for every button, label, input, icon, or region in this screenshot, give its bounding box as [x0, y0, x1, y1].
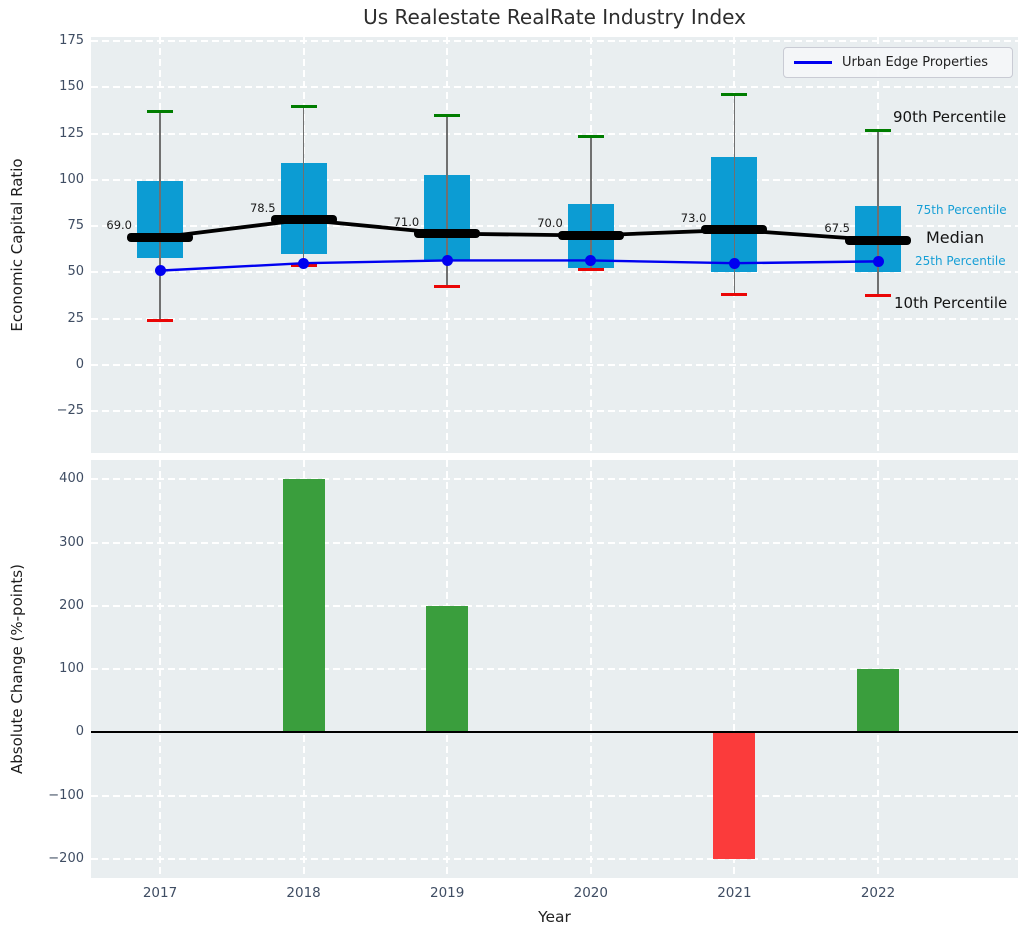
gridline — [91, 317, 1018, 320]
whisker-2020 — [590, 136, 592, 270]
gridline — [877, 460, 879, 878]
gridline — [91, 86, 1018, 89]
gridline — [91, 410, 1018, 413]
median-annotation-2021: 73.0 — [680, 210, 707, 225]
whisker-2019 — [446, 115, 448, 287]
urban-edge-marker-2022 — [872, 255, 884, 267]
legend-line-sample-icon — [794, 61, 832, 64]
median-annotation-2020: 70.0 — [537, 216, 563, 231]
y-tick-label: −25 — [56, 403, 84, 419]
y-tick-label: 175 — [59, 33, 84, 49]
cap-90th-2021 — [721, 93, 748, 97]
bar-2019 — [426, 605, 469, 733]
y-tick-label: −200 — [48, 851, 84, 866]
bar-2022 — [857, 669, 899, 733]
x-tick-label: 2019 — [430, 885, 465, 901]
bar-2018 — [282, 479, 325, 733]
median-segment-2019 — [414, 229, 481, 239]
y-tick-label: 300 — [59, 534, 84, 550]
legend-label: Urban Edge Properties — [842, 55, 988, 70]
y-tick-label: 400 — [59, 471, 84, 487]
gridline — [733, 460, 736, 878]
gridline — [91, 178, 1018, 181]
y-tick-label: 100 — [59, 171, 84, 187]
cap-10th-2019 — [434, 284, 461, 288]
whisker-2018 — [302, 106, 305, 266]
cap-10th-2017 — [147, 319, 173, 323]
median-segment-2017 — [127, 232, 193, 242]
cap-90th-2019 — [434, 113, 461, 117]
side-label-median: Median — [926, 228, 985, 248]
y-tick-label: 25 — [67, 310, 84, 326]
zero-axis-line — [91, 731, 1018, 734]
median-segment-2020 — [557, 230, 624, 240]
x-tick-label: 2022 — [860, 885, 896, 901]
cap-90th-2017 — [147, 110, 173, 114]
median-segment-2021 — [701, 225, 768, 235]
urban-edge-marker-2017 — [154, 265, 166, 277]
gridline — [91, 858, 1018, 860]
chart-title: Us Realestate RealRate Industry Index — [363, 5, 746, 29]
side-label-25th-percentile: 25th Percentile — [915, 254, 1006, 269]
gridline — [91, 604, 1018, 607]
x-axis-label: Year — [538, 908, 571, 926]
y-tick-label: 0 — [75, 724, 84, 740]
cap-10th-2020 — [577, 268, 604, 272]
y-tick-label: 75 — [67, 218, 84, 234]
y-tick-label: 100 — [59, 661, 84, 677]
legend: Urban Edge Properties — [783, 47, 1013, 78]
urban-edge-marker-2018 — [298, 257, 310, 269]
side-label-90th-percentile: 90th Percentile — [893, 108, 1007, 127]
whisker-2022 — [877, 130, 879, 296]
x-tick-label: 2021 — [717, 885, 752, 901]
median-annotation-2018: 78.5 — [249, 200, 276, 215]
gridline — [91, 40, 1018, 43]
median-annotation-2022: 67.5 — [824, 221, 850, 236]
cap-90th-2020 — [577, 135, 604, 138]
gridline — [91, 794, 1018, 797]
cap-90th-2018 — [290, 105, 317, 109]
bar-2021 — [713, 732, 756, 859]
urban-edge-marker-2019 — [441, 254, 453, 266]
y-tick-label: 0 — [75, 356, 84, 372]
gridline — [91, 132, 1018, 135]
side-label-10th-percentile: 10th Percentile — [894, 294, 1008, 313]
median-annotation-2019: 71.0 — [393, 214, 420, 229]
gridline — [589, 460, 592, 878]
gridline — [159, 460, 161, 878]
gridline — [91, 668, 1018, 671]
y-tick-label: 50 — [67, 264, 84, 280]
whisker-2017 — [159, 111, 161, 321]
x-tick-label: 2017 — [142, 885, 178, 901]
y-tick-label: −100 — [48, 787, 84, 803]
gridline — [91, 478, 1018, 481]
median-segment-2022 — [845, 235, 911, 245]
cap-10th-2021 — [721, 293, 748, 297]
gridline — [91, 363, 1018, 366]
y-tick-label: 150 — [59, 79, 84, 95]
whisker-2021 — [733, 94, 736, 295]
median-segment-2018 — [270, 215, 337, 225]
side-label-75th-percentile: 75th Percentile — [916, 203, 1007, 218]
y-tick-label: 125 — [59, 125, 84, 141]
median-annotation-2017: 69.0 — [106, 218, 132, 233]
cap-10th-2022 — [865, 294, 891, 298]
gridline — [91, 271, 1018, 274]
x-tick-label: 2020 — [573, 885, 608, 901]
y-tick-label: 200 — [59, 597, 84, 613]
x-tick-label: 2018 — [286, 885, 321, 901]
cap-90th-2022 — [865, 128, 891, 132]
urban-edge-marker-2021 — [728, 257, 740, 269]
gridline — [91, 541, 1018, 544]
